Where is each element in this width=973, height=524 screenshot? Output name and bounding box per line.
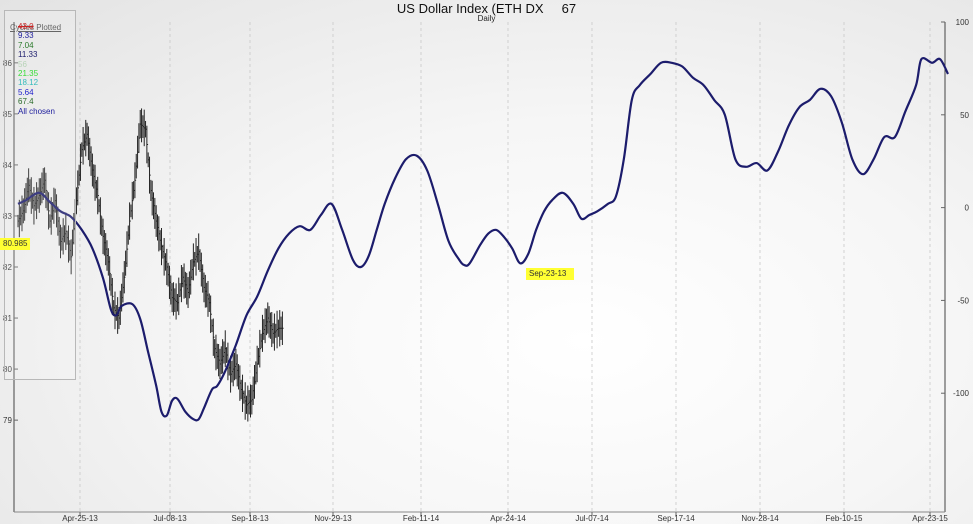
chart-subtitle: Daily	[477, 14, 496, 23]
x-tick-label: Jul-07-14	[575, 514, 609, 523]
date-highlight-label: Sep-23-13	[526, 268, 574, 280]
x-tick-label: Jul-08-13	[153, 514, 187, 523]
right-tick-label: -50	[957, 296, 969, 305]
chart-title: US Dollar Index (ETH DX 67	[0, 1, 973, 16]
x-tick-label: Nov-28-14	[741, 514, 779, 523]
chart-title-text: US Dollar Index (ETH DX	[396, 1, 544, 16]
right-tick-label: 100	[956, 18, 970, 27]
x-tick-label: Sep-18-13	[231, 514, 269, 523]
left-tick-label: 84	[3, 161, 12, 170]
cycle-line-group	[17, 57, 949, 422]
legend-item[interactable]: 5.64	[18, 87, 34, 97]
cycles-legend-list: 43.0 9.33 7.04 11.33 56 21.35 18.12 5.64 67.4 All…	[18, 22, 55, 116]
x-tick-label: Feb-11-14	[403, 514, 440, 523]
price-highlight-label: 80.985	[0, 238, 31, 250]
x-tick-label: Sep-17-14	[657, 514, 695, 523]
axis-ticks: Apr-25-13 Jul-08-13 Sep-18-13 Nov-29-13 Feb-…	[3, 18, 970, 523]
legend-item[interactable]: 21.35	[18, 68, 39, 78]
left-tick-label: 85	[3, 110, 12, 119]
legend-item[interactable]: 56	[18, 59, 27, 69]
right-tick-label: 0	[965, 204, 970, 213]
left-tick-label: 79	[3, 416, 12, 425]
legend-item[interactable]: 9.33	[18, 31, 34, 41]
cycles-legend-panel: Cycles Plotted	[4, 10, 76, 380]
chart-title-value: 67	[561, 1, 577, 16]
right-tick-label: 50	[960, 111, 969, 120]
left-tick-label: 80	[3, 365, 12, 374]
legend-title: Cycles Plotted	[10, 23, 62, 32]
left-tick-label: 81	[3, 314, 12, 323]
x-tick-label: Apr-24-14	[490, 514, 526, 523]
cycle-line	[17, 57, 949, 422]
right-tick-label: -100	[953, 389, 970, 398]
legend-item[interactable]: 11.33	[18, 50, 38, 60]
left-tick-label: 83	[3, 212, 12, 221]
legend-item[interactable]: All chosen	[18, 106, 55, 116]
x-tick-label: Apr-25-13	[62, 514, 98, 523]
grid-lines	[79, 22, 931, 512]
x-tick-label: Feb-10-15	[826, 514, 863, 523]
legend-item[interactable]: 18.12	[18, 78, 39, 88]
legend-item[interactable]: 7.04	[18, 40, 34, 50]
x-tick-label: Nov-29-13	[314, 514, 352, 523]
left-tick-label: 86	[3, 59, 12, 68]
legend-item[interactable]: 67.4	[18, 97, 34, 107]
legend-item[interactable]: 43.0	[18, 22, 34, 31]
left-tick-label: 82	[3, 263, 12, 272]
x-tick-label: Apr-23-15	[912, 514, 948, 523]
